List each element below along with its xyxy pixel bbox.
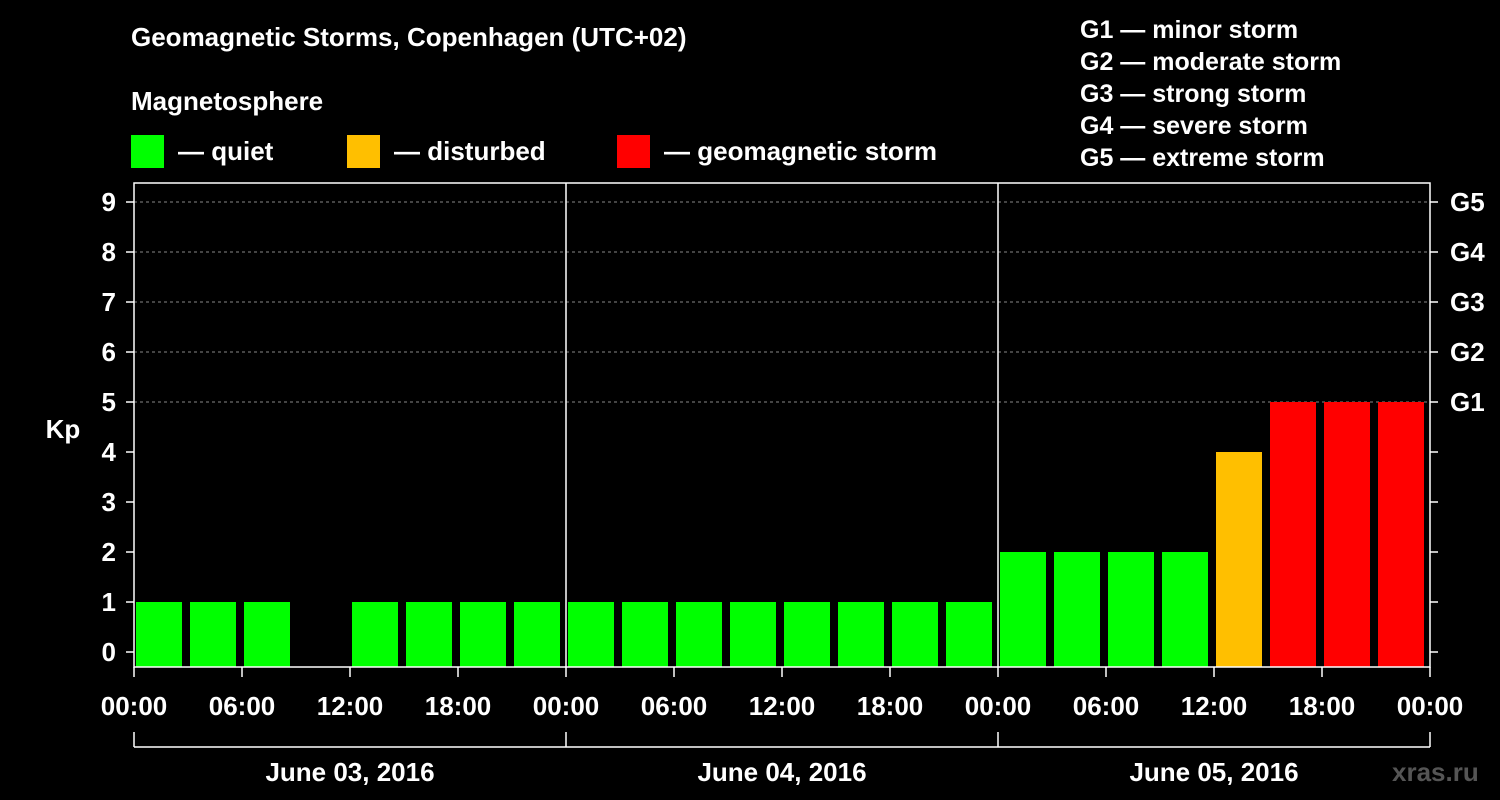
kp-bar: [190, 602, 236, 667]
kp-bar: [406, 602, 452, 667]
legend-quiet-label: — quiet: [178, 135, 274, 166]
g-level-label: G1: [1450, 387, 1485, 417]
x-tick-label: 06:00: [641, 691, 708, 721]
storm-scale-g2: G2 — moderate storm: [1080, 48, 1342, 76]
storm-scale-g1: G1 — minor storm: [1080, 16, 1299, 44]
storm-scale-g5: G5 — extreme storm: [1080, 144, 1325, 172]
kp-bar: [136, 602, 182, 667]
legend-storm-label: — geomagnetic storm: [664, 135, 938, 166]
legend-storm: — geomagnetic storm: [617, 134, 937, 168]
x-tick-label: 12:00: [749, 691, 816, 721]
y-tick-label: 3: [102, 487, 116, 517]
kp-bar: [784, 602, 830, 667]
x-tick-label: 12:00: [317, 691, 384, 721]
y-tick-label: 6: [102, 337, 116, 367]
y-tick-label: 0: [102, 637, 116, 667]
kp-bar: [676, 602, 722, 667]
date-label: June 04, 2016: [697, 757, 866, 787]
x-tick-label: 00:00: [101, 691, 168, 721]
kp-bar: [892, 602, 938, 667]
x-tick-label: 18:00: [1289, 691, 1356, 721]
kp-bar: [1162, 552, 1208, 667]
x-tick-label: 00:00: [965, 691, 1032, 721]
g-level-label: G2: [1450, 337, 1485, 367]
legend-quiet: — quiet: [131, 134, 273, 168]
legend-storm-swatch: [617, 134, 650, 168]
chart-title: Geomagnetic Storms, Copenhagen (UTC+02): [131, 22, 687, 52]
kp-bar: [1054, 552, 1100, 667]
kp-bar: [1108, 552, 1154, 667]
y-axis-label: Kp: [46, 414, 81, 444]
legend-disturbed-swatch: [347, 134, 380, 168]
kp-bar: [1378, 402, 1424, 667]
x-tick-label: 06:00: [1073, 691, 1140, 721]
g-level-label: G3: [1450, 287, 1485, 317]
kp-bar: [1000, 552, 1046, 667]
kp-bar: [838, 602, 884, 667]
storm-scale-list: G1 — minor storm G2 — moderate storm G3 …: [1080, 14, 1341, 174]
x-tick-label: 12:00: [1181, 691, 1248, 721]
x-tick-label: 00:00: [533, 691, 600, 721]
kp-bar: [946, 602, 992, 667]
kp-bar: [460, 602, 506, 667]
y-tick-label: 7: [102, 287, 116, 317]
x-tick-label: 00:00: [1397, 691, 1464, 721]
x-tick-label: 18:00: [857, 691, 924, 721]
date-label: June 05, 2016: [1129, 757, 1298, 787]
y-tick-label: 4: [102, 437, 117, 467]
y-tick-label: 2: [102, 537, 116, 567]
y-tick-label: 8: [102, 237, 116, 267]
y-tick-label: 9: [102, 187, 116, 217]
storm-scale-g4: G4 — severe storm: [1080, 112, 1308, 140]
chart-subtitle: Magnetosphere: [131, 86, 324, 116]
kp-bar: [1324, 402, 1370, 667]
x-tick-label: 18:00: [425, 691, 492, 721]
x-tick-label: 06:00: [209, 691, 276, 721]
kp-bar: [1216, 452, 1262, 667]
kp-bar: [244, 602, 290, 667]
kp-bar: [1270, 402, 1316, 667]
legend-disturbed: — disturbed: [347, 134, 546, 168]
g-level-label: G5: [1450, 187, 1485, 217]
kp-bar: [352, 602, 398, 667]
legend-disturbed-label: — disturbed: [394, 135, 546, 166]
y-tick-label: 1: [102, 587, 116, 617]
kp-bar: [730, 602, 776, 667]
date-label: June 03, 2016: [265, 757, 434, 787]
kp-bar: [514, 602, 560, 667]
watermark: xras.ru: [1392, 757, 1479, 787]
g-level-label: G4: [1450, 237, 1485, 267]
y-tick-label: 5: [102, 387, 116, 417]
storm-scale-g3: G3 — strong storm: [1080, 80, 1307, 108]
kp-bar: [568, 602, 614, 667]
legend-quiet-swatch: [131, 134, 164, 168]
kp-bar: [622, 602, 668, 667]
